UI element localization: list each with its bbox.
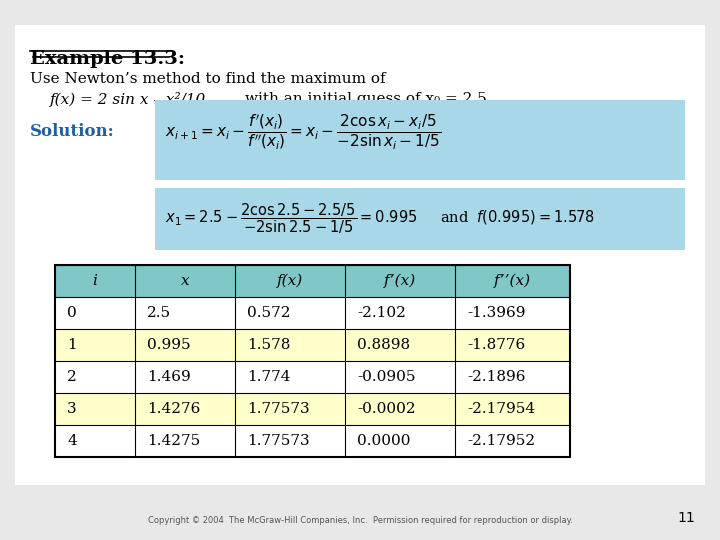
Text: Example 13.3:: Example 13.3: [30,50,185,68]
FancyBboxPatch shape [55,393,570,425]
FancyBboxPatch shape [55,361,570,393]
Text: 1.77573: 1.77573 [247,402,310,416]
Text: f’(x): f’(x) [384,274,416,288]
FancyBboxPatch shape [15,25,705,485]
Text: -1.8776: -1.8776 [467,338,526,352]
Text: $x_1 = 2.5 - \dfrac{2\cos 2.5 - 2.5/5}{-2\sin 2.5 - 1/5} = 0.995$     and  $f(0.: $x_1 = 2.5 - \dfrac{2\cos 2.5 - 2.5/5}{-… [165,202,595,237]
Text: with an initial guess of x₀ = 2.5: with an initial guess of x₀ = 2.5 [245,92,487,106]
Text: f(x) = 2 sin x – x²/10: f(x) = 2 sin x – x²/10 [50,92,206,107]
Text: 1.469: 1.469 [147,370,191,384]
Text: -2.17952: -2.17952 [467,434,535,448]
Text: 1.774: 1.774 [247,370,290,384]
Text: 1.578: 1.578 [247,338,290,352]
Text: -0.0905: -0.0905 [357,370,415,384]
FancyBboxPatch shape [55,425,570,457]
FancyBboxPatch shape [55,297,570,329]
Text: -1.3969: -1.3969 [467,306,526,320]
Text: f’’(x): f’’(x) [494,274,531,288]
Text: x: x [181,274,189,288]
Text: 1: 1 [67,338,77,352]
Text: 0.995: 0.995 [147,338,191,352]
Text: 2: 2 [67,370,77,384]
Text: 0: 0 [67,306,77,320]
Text: 1.77573: 1.77573 [247,434,310,448]
Text: Solution:: Solution: [30,124,114,140]
Text: -2.1896: -2.1896 [467,370,526,384]
Text: Use Newton’s method to find the maximum of: Use Newton’s method to find the maximum … [30,72,386,86]
Text: 1.4276: 1.4276 [147,402,200,416]
Text: i: i [93,274,97,288]
Text: 0.0000: 0.0000 [357,434,410,448]
Text: 2.5: 2.5 [147,306,171,320]
Text: 3: 3 [67,402,76,416]
FancyBboxPatch shape [55,265,570,297]
Text: 0.8898: 0.8898 [357,338,410,352]
Text: 1.4275: 1.4275 [147,434,200,448]
Text: Copyright © 2004  The McGraw-Hill Companies, Inc.  Permission required for repro: Copyright © 2004 The McGraw-Hill Compani… [148,516,572,525]
Text: 4: 4 [67,434,77,448]
FancyBboxPatch shape [55,329,570,361]
FancyBboxPatch shape [155,100,685,180]
Text: f(x): f(x) [277,274,303,288]
FancyBboxPatch shape [155,188,685,250]
Text: -2.17954: -2.17954 [467,402,535,416]
Text: -2.102: -2.102 [357,306,406,320]
Text: -0.0002: -0.0002 [357,402,415,416]
Text: 11: 11 [678,511,695,525]
Text: 0.572: 0.572 [247,306,290,320]
Text: $x_{i+1} = x_i - \dfrac{f'(x_i)}{f''(x_i)} = x_i - \dfrac{2\cos x_i - x_i/5}{-2\: $x_{i+1} = x_i - \dfrac{f'(x_i)}{f''(x_i… [165,112,441,152]
